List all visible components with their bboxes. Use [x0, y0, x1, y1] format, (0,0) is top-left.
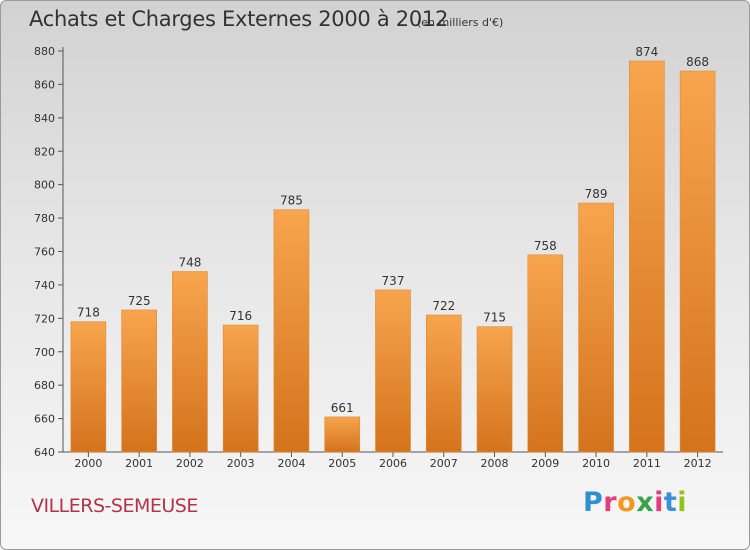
bar-2008: [476, 326, 513, 453]
logo-letter: o: [617, 487, 637, 518]
x-tick-label-2003: 2003: [227, 457, 255, 470]
y-tick-label: 760: [34, 246, 55, 259]
logo-letter: x: [636, 487, 655, 518]
y-tick-label: 820: [34, 145, 55, 158]
x-tick-label-2002: 2002: [176, 457, 204, 470]
logo-letter: t: [663, 487, 678, 518]
y-tick-label: 680: [34, 379, 55, 392]
y-tick-label: 880: [34, 45, 55, 58]
bar-2009: [527, 254, 564, 453]
data-label-2004: 785: [280, 194, 303, 208]
x-tick-label-2005: 2005: [328, 457, 356, 470]
bar-2000: [70, 321, 107, 453]
data-label-2002: 748: [178, 256, 201, 270]
y-tick-label: 840: [34, 112, 55, 125]
x-tick-label-2004: 2004: [277, 457, 305, 470]
proxiti-logo: Proxiti: [583, 487, 687, 518]
y-tick-label: 720: [34, 312, 55, 325]
y-tick-label: 860: [34, 78, 55, 91]
y-tick-label: 800: [34, 179, 55, 192]
data-label-2011: 874: [635, 45, 658, 59]
data-label-2000: 718: [77, 306, 100, 320]
x-tick-label-2011: 2011: [633, 457, 661, 470]
data-label-2007: 722: [432, 299, 455, 313]
bar-2011: [629, 60, 665, 453]
bar-2003: [222, 324, 259, 453]
y-tick-label: 660: [34, 413, 55, 426]
x-tick-label-2000: 2000: [74, 457, 102, 470]
logo-letter: i: [677, 487, 688, 518]
x-tick-label-2008: 2008: [481, 457, 509, 470]
logo-letter: P: [583, 487, 604, 518]
data-label-2009: 758: [534, 239, 557, 253]
bar-2004: [273, 209, 310, 453]
data-label-2006: 737: [382, 274, 405, 288]
bar-2006: [375, 289, 411, 453]
data-label-2008: 715: [483, 311, 506, 325]
data-label-2005: 661: [331, 401, 354, 415]
x-tick-label-2012: 2012: [684, 457, 712, 470]
y-tick-label: 740: [34, 279, 55, 292]
y-tick-label: 640: [34, 446, 55, 459]
logo-letter: r: [603, 487, 618, 518]
x-tick-label-2007: 2007: [430, 457, 458, 470]
bar-2002: [172, 271, 208, 453]
bar-2001: [121, 309, 157, 453]
logo-letter: i: [654, 487, 664, 518]
bar-2010: [578, 202, 614, 453]
x-tick-label-2006: 2006: [379, 457, 407, 470]
bar-2005: [324, 416, 361, 453]
data-label-2001: 725: [128, 294, 151, 308]
bar-2012: [679, 70, 716, 453]
chart-title: Achats et Charges Externes 2000 à 2012: [29, 7, 449, 31]
data-label-2012: 868: [686, 55, 709, 69]
commune-name: VILLERS-SEMEUSE: [31, 495, 198, 517]
x-tick-label-2001: 2001: [125, 457, 153, 470]
x-tick-label-2010: 2010: [582, 457, 610, 470]
x-tick-label-2009: 2009: [531, 457, 559, 470]
y-tick-label: 700: [34, 346, 55, 359]
data-label-2010: 789: [585, 187, 608, 201]
chart-unit: (en milliers d'€): [417, 16, 504, 29]
y-tick-label: 780: [34, 212, 55, 225]
data-label-2003: 716: [229, 309, 252, 323]
bar-2007: [425, 314, 462, 453]
